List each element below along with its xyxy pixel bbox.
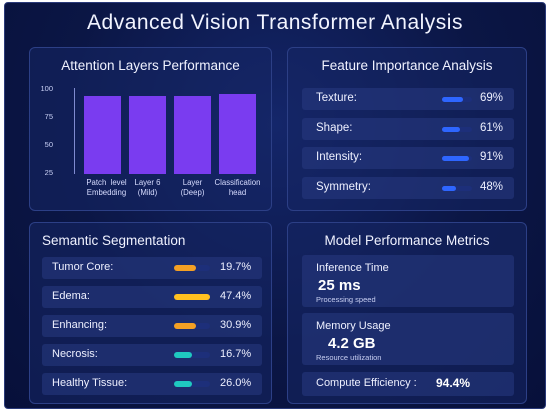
segmentation-bar-fill — [174, 294, 210, 300]
feature-value: 91% — [480, 151, 504, 163]
attention-bar — [129, 95, 166, 174]
inference-time-value: 25 ms — [318, 277, 361, 294]
feature-label: Texture: — [316, 92, 357, 104]
attention-panel-title: Attention Layers Performance — [61, 58, 240, 73]
page-title: Advanced Vision Transformer Analysis — [87, 11, 463, 34]
feature-row: Shape: 61% — [302, 117, 514, 140]
y-tick-label: 25 — [44, 168, 53, 177]
attention-bar — [219, 94, 256, 174]
segmentation-label: Enhancing: — [52, 319, 108, 331]
y-tick-label: 75 — [44, 112, 53, 121]
inference-time-card: Inference Time 25 ms Processing speed — [302, 255, 514, 307]
inference-time-sub: Processing speed — [316, 295, 376, 304]
segmentation-bar-fill — [174, 352, 192, 358]
compute-efficiency-value: 94.4% — [436, 376, 471, 390]
x-tick-label: Classification head — [214, 178, 261, 197]
feature-bar-fill — [442, 97, 463, 102]
segmentation-value: 30.9% — [220, 319, 252, 331]
metrics-panel-title: Model Performance Metrics — [324, 233, 490, 248]
segmentation-label: Tumor Core: — [52, 261, 114, 273]
compute-efficiency-card: Compute Efficiency : 94.4% — [302, 372, 514, 396]
segmentation-panel: Semantic Segmentation Tumor Core: 19.7% Ed… — [29, 222, 272, 404]
feature-row: Intensity: 91% — [302, 147, 514, 169]
feature-bar-fill — [442, 185, 457, 191]
segmentation-bar-fill — [174, 265, 196, 271]
segmentation-bar-track — [174, 294, 210, 300]
segmentation-value: 19.7% — [220, 261, 252, 273]
segmentation-label: Healthy Tissue: — [52, 377, 128, 389]
segmentation-label: Necrosis: — [52, 348, 98, 360]
memory-usage-value: 4.2 GB — [328, 335, 376, 352]
feature-bar-fill — [442, 156, 470, 161]
feature-label: Shape: — [316, 121, 353, 134]
x-tick-label: Layer (Deep) — [180, 178, 205, 197]
attention-bar — [84, 95, 121, 174]
dashboard-frame: Advanced Vision Transformer Analysis Att… — [4, 2, 546, 409]
segmentation-row: Healthy Tissue: 26.0% — [42, 373, 262, 395]
feature-bar-fill — [442, 126, 461, 132]
segmentation-bar-fill — [174, 381, 192, 387]
feature-value: 69% — [480, 92, 504, 104]
metrics-panel: Model Performance Metrics Inference Time… — [287, 222, 527, 404]
feature-row: Texture: 69% — [302, 88, 514, 110]
y-tick-label: 100 — [40, 84, 53, 93]
feature-bar-track — [442, 185, 472, 191]
x-tick-label: Patch level Embedding — [86, 178, 127, 197]
y-tick-label: 50 — [44, 140, 53, 149]
segmentation-bar-fill — [174, 323, 196, 329]
segmentation-value: 47.4% — [220, 290, 252, 302]
feature-bar-track — [442, 126, 472, 132]
segmentation-row: Tumor Core: 19.7% — [42, 257, 262, 279]
segmentation-value: 26.0% — [220, 377, 252, 389]
feature-panel-title: Feature Importance Analysis — [321, 58, 493, 73]
attention-bar — [174, 95, 211, 174]
inference-time-label: Inference Time — [316, 262, 389, 274]
feature-label: Intensity: — [316, 151, 363, 163]
feature-label: Symmetry: — [316, 180, 371, 193]
y-axis-line — [74, 88, 75, 174]
feature-bar-track — [442, 156, 472, 161]
segmentation-row: Necrosis: 16.7% — [42, 344, 262, 366]
attention-panel: Attention Layers Performance 100 75 50 2… — [29, 47, 272, 211]
segmentation-bar-track — [174, 352, 210, 358]
compute-efficiency-label: Compute Efficiency : — [316, 377, 417, 389]
feature-row: Symmetry: 48% — [302, 176, 514, 199]
memory-usage-card: Memory Usage 4.2 GB Resource utilization — [302, 313, 514, 365]
feature-bar-track — [442, 97, 472, 102]
segmentation-bar-track — [174, 323, 210, 329]
memory-usage-sub: Resource utilization — [316, 353, 382, 362]
segmentation-bar-track — [174, 265, 210, 271]
x-tick-label: Layer 6 (Mild) — [134, 178, 161, 197]
segmentation-bar-track — [174, 381, 210, 387]
segmentation-label: Edema: — [52, 290, 90, 302]
feature-value: 61% — [480, 121, 504, 134]
feature-importance-panel: Feature Importance Analysis Texture: 69% S… — [287, 47, 527, 211]
feature-value: 48% — [480, 180, 504, 193]
memory-usage-label: Memory Usage — [316, 320, 391, 332]
segmentation-row: Enhancing: 30.9% — [42, 315, 262, 337]
segmentation-panel-title: Semantic Segmentation — [42, 233, 186, 248]
segmentation-row: Edema: 47.4% — [42, 286, 262, 308]
segmentation-value: 16.7% — [220, 348, 252, 360]
